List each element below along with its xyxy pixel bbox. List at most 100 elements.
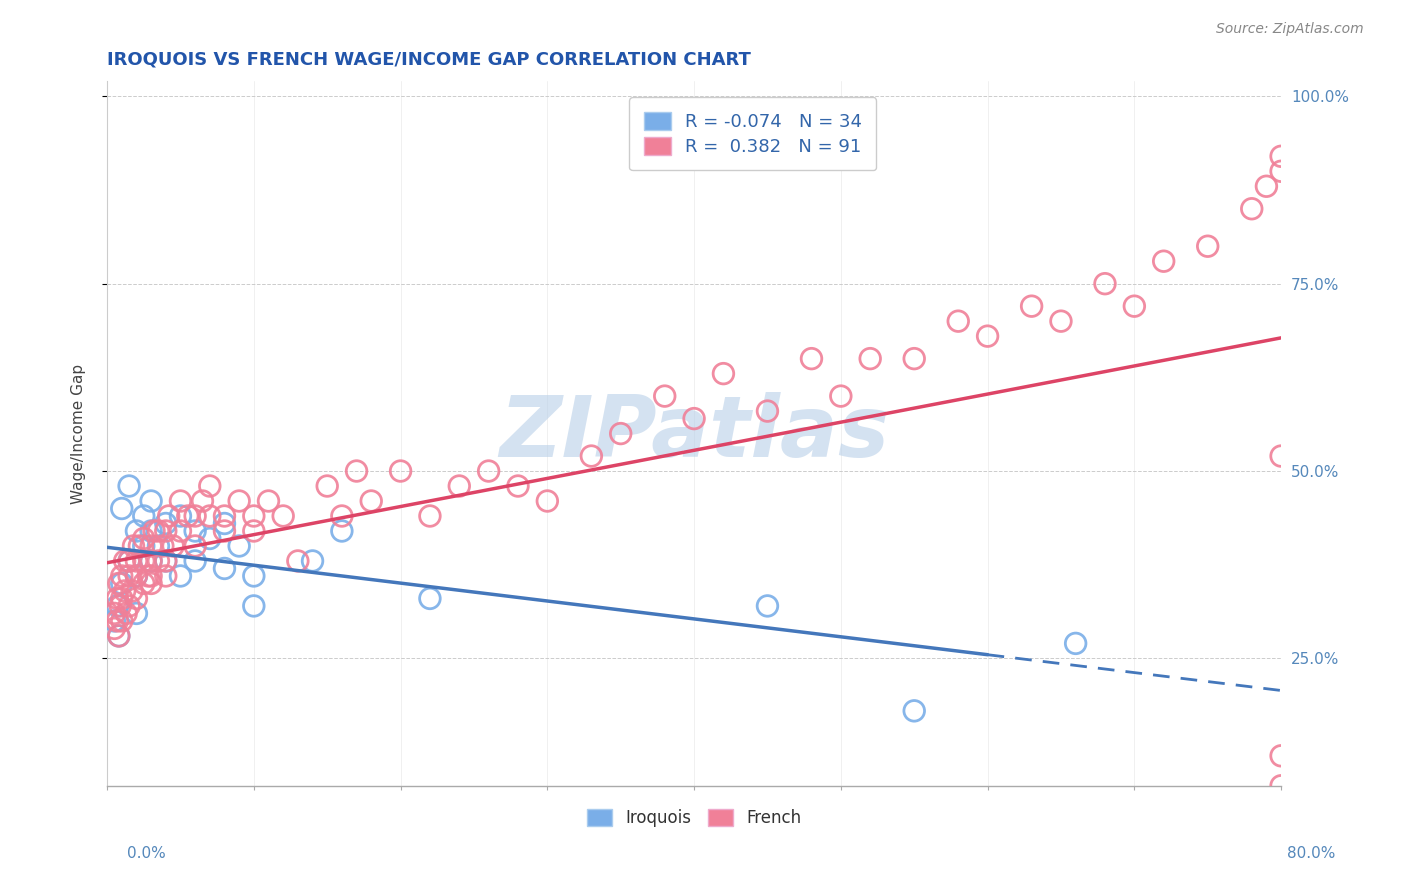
Point <box>169 494 191 508</box>
Point <box>1094 277 1116 291</box>
Point <box>155 554 177 568</box>
Text: Source: ZipAtlas.com: Source: ZipAtlas.com <box>1216 22 1364 37</box>
Text: 0.0%: 0.0% <box>127 846 166 861</box>
Point <box>125 524 148 538</box>
Point <box>155 516 177 531</box>
Point <box>105 599 128 613</box>
Point <box>756 599 779 613</box>
Point <box>169 524 191 538</box>
Point <box>148 554 170 568</box>
Text: ZIPatlas: ZIPatlas <box>499 392 889 475</box>
Point <box>713 367 735 381</box>
Point <box>198 479 221 493</box>
Point <box>1256 179 1278 194</box>
Point <box>111 576 134 591</box>
Point <box>132 554 155 568</box>
Point <box>118 599 141 613</box>
Text: IROQUOIS VS FRENCH WAGE/INCOME GAP CORRELATION CHART: IROQUOIS VS FRENCH WAGE/INCOME GAP CORRE… <box>107 51 751 69</box>
Point <box>389 464 412 478</box>
Point <box>287 554 309 568</box>
Point <box>184 539 207 553</box>
Point <box>243 569 266 583</box>
Point <box>108 629 131 643</box>
Point <box>830 389 852 403</box>
Point <box>800 351 823 366</box>
Point <box>162 539 184 553</box>
Point <box>581 449 603 463</box>
Point <box>111 501 134 516</box>
Point <box>859 351 882 366</box>
Point <box>976 329 998 343</box>
Point <box>111 591 134 606</box>
Point <box>108 576 131 591</box>
Point <box>128 539 150 553</box>
Point <box>948 314 970 328</box>
Point <box>271 508 294 523</box>
Point <box>1270 449 1292 463</box>
Point <box>148 539 170 553</box>
Point <box>184 554 207 568</box>
Point <box>114 554 136 568</box>
Point <box>1153 254 1175 268</box>
Point <box>111 614 134 628</box>
Point <box>1021 299 1043 313</box>
Point <box>228 539 250 553</box>
Point <box>1270 149 1292 163</box>
Point <box>118 554 141 568</box>
Point <box>136 569 159 583</box>
Point <box>139 569 162 583</box>
Point <box>214 516 236 531</box>
Point <box>1240 202 1263 216</box>
Point <box>132 508 155 523</box>
Point <box>139 554 162 568</box>
Point <box>301 554 323 568</box>
Point <box>449 479 471 493</box>
Point <box>115 607 138 621</box>
Point <box>139 494 162 508</box>
Point <box>103 614 125 628</box>
Point <box>103 607 125 621</box>
Point <box>506 479 529 493</box>
Point <box>155 524 177 538</box>
Point <box>103 621 125 635</box>
Point <box>111 569 134 583</box>
Legend: Iroquois, French: Iroquois, French <box>581 802 808 834</box>
Point <box>330 524 353 538</box>
Point <box>125 554 148 568</box>
Point <box>1270 794 1292 808</box>
Point <box>143 524 166 538</box>
Point <box>118 569 141 583</box>
Point <box>214 508 236 523</box>
Point <box>228 494 250 508</box>
Point <box>316 479 339 493</box>
Point <box>330 508 353 523</box>
Point <box>139 524 162 538</box>
Point <box>536 494 558 508</box>
Point <box>184 508 207 523</box>
Point <box>903 351 925 366</box>
Point <box>152 539 174 553</box>
Point <box>1197 239 1219 253</box>
Point <box>1270 164 1292 178</box>
Point <box>169 569 191 583</box>
Point <box>1270 779 1292 793</box>
Point <box>683 411 706 425</box>
Point <box>243 524 266 538</box>
Point <box>108 629 131 643</box>
Y-axis label: Wage/Income Gap: Wage/Income Gap <box>72 364 86 504</box>
Point <box>155 554 177 568</box>
Point <box>132 532 155 546</box>
Point <box>1064 636 1087 650</box>
Point <box>110 599 132 613</box>
Point <box>177 508 200 523</box>
Point <box>654 389 676 403</box>
Point <box>157 508 180 523</box>
Point <box>903 704 925 718</box>
Point <box>419 508 441 523</box>
Point <box>114 583 136 598</box>
Point <box>478 464 501 478</box>
Point <box>756 404 779 418</box>
Point <box>1270 748 1292 763</box>
Point <box>257 494 280 508</box>
Point <box>139 554 162 568</box>
